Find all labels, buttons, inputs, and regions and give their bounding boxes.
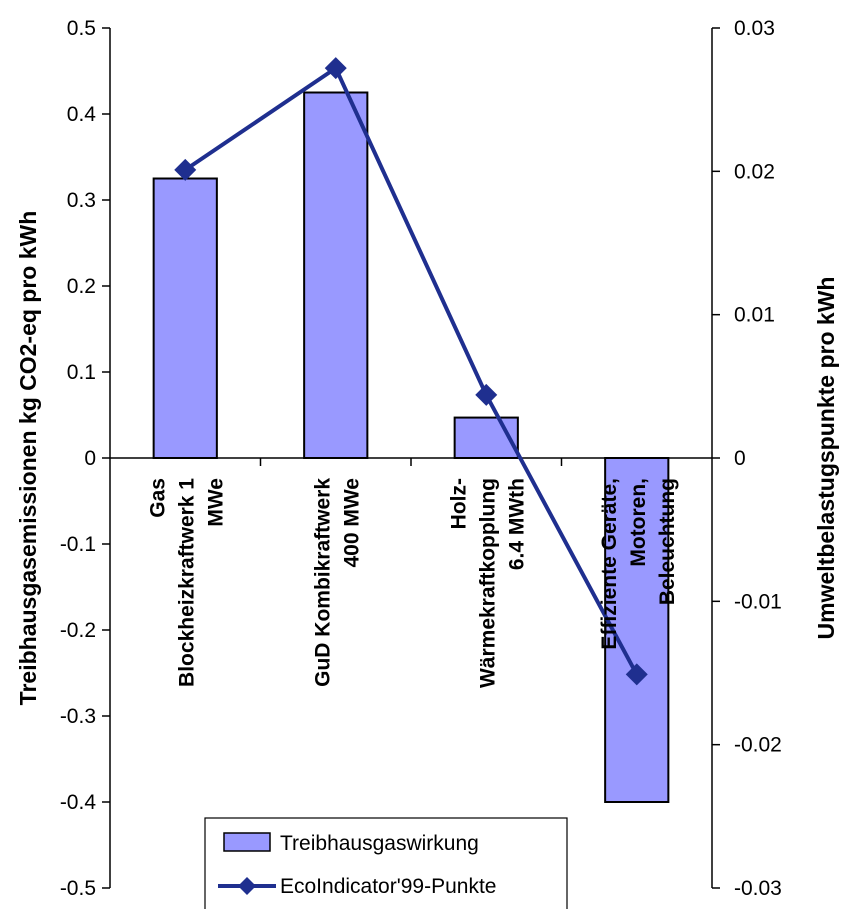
y2-tick-label: 0.02	[734, 160, 775, 183]
y-tick-label: 0.3	[67, 189, 96, 212]
left-ticks: 0.5 0.4 0.3 0.2 0.1 0 -0.1 -0.2 -0.3 -0.4 -0.5	[60, 17, 110, 900]
category-label-line: Motoren,	[627, 478, 650, 567]
category-label-line: Gas	[146, 478, 169, 518]
category-label-line: Blockheizkraftwerk 1	[175, 478, 198, 687]
series-marker	[475, 383, 498, 406]
y-tick-label: 0	[84, 447, 96, 470]
y2-tick-label: 0.03	[734, 17, 775, 40]
y-tick-label: 0.5	[67, 17, 96, 40]
bar	[604, 457, 670, 803]
series-marker	[324, 57, 347, 80]
category-label-line: MWe	[204, 478, 227, 527]
category-label-line: 400 MWe	[340, 478, 363, 568]
y2-tick-label: -0.02	[734, 734, 782, 757]
series-line	[184, 66, 639, 676]
y-tick-label: -0.5	[60, 877, 96, 900]
category-label-line: Wärmekraftkopplung	[476, 478, 499, 688]
bars-layer	[152, 91, 670, 803]
bar	[303, 91, 369, 459]
y-tick-label: -0.2	[60, 619, 96, 642]
y-tick-label: 0.2	[67, 275, 96, 298]
category-label-line: Beleuchtung	[656, 478, 679, 605]
series-marker	[174, 158, 197, 181]
category-label: Holz- Wärmekraftkopplung 6.4 MWth	[447, 478, 528, 688]
y2-axis-title: Umweltbelastugspunkte pro kWh	[813, 277, 839, 640]
category-label-line: GuD Kombikraftwerk	[311, 478, 334, 687]
bar	[152, 177, 218, 459]
y-axis-title: Treibhausgasemissionen kg CO2-eq pro kWh	[15, 211, 41, 706]
category-ticks	[259, 458, 563, 466]
right-ticks: 0.03 0.02 0.01 0 -0.01 -0.02 -0.03	[712, 17, 782, 900]
y-tick-label: -0.3	[60, 705, 96, 728]
legend: Treibhausgaswirkung EcoIndicator'99-Punk…	[204, 817, 568, 909]
category-labels: Gas Blockheizkraftwerk 1 MWe GuD Kombikraft…	[146, 478, 679, 688]
y2-tick-label: 0	[734, 447, 746, 470]
y-tick-label: -0.1	[60, 533, 96, 556]
line-series-layer	[174, 57, 648, 686]
y-tick-label: 0.1	[67, 361, 96, 384]
category-label-line: Holz-	[447, 478, 470, 529]
category-label: GuD Kombikraftwerk 400 MWe	[311, 478, 363, 687]
category-label: Gas Blockheizkraftwerk 1 MWe	[146, 478, 227, 687]
y-tick-label: 0.4	[67, 103, 97, 126]
legend-label-line: EcoIndicator'99-Punkte	[280, 875, 496, 898]
legend-label-bar: Treibhausgaswirkung	[280, 832, 479, 855]
category-label-line: 6.4 MWth	[505, 478, 528, 570]
y-tick-label: -0.4	[60, 791, 97, 814]
series-marker	[625, 663, 648, 686]
category-label: Effiziente Geräte, Motoren, Beleuchtung	[598, 478, 679, 650]
y2-tick-label: -0.01	[734, 590, 782, 613]
legend-swatch-marker	[238, 877, 256, 895]
category-label-line: Effiziente Geräte,	[598, 478, 621, 650]
legend-swatch-bar	[223, 832, 271, 852]
y2-tick-label: 0.01	[734, 304, 775, 327]
y2-tick-label: -0.03	[734, 877, 782, 900]
